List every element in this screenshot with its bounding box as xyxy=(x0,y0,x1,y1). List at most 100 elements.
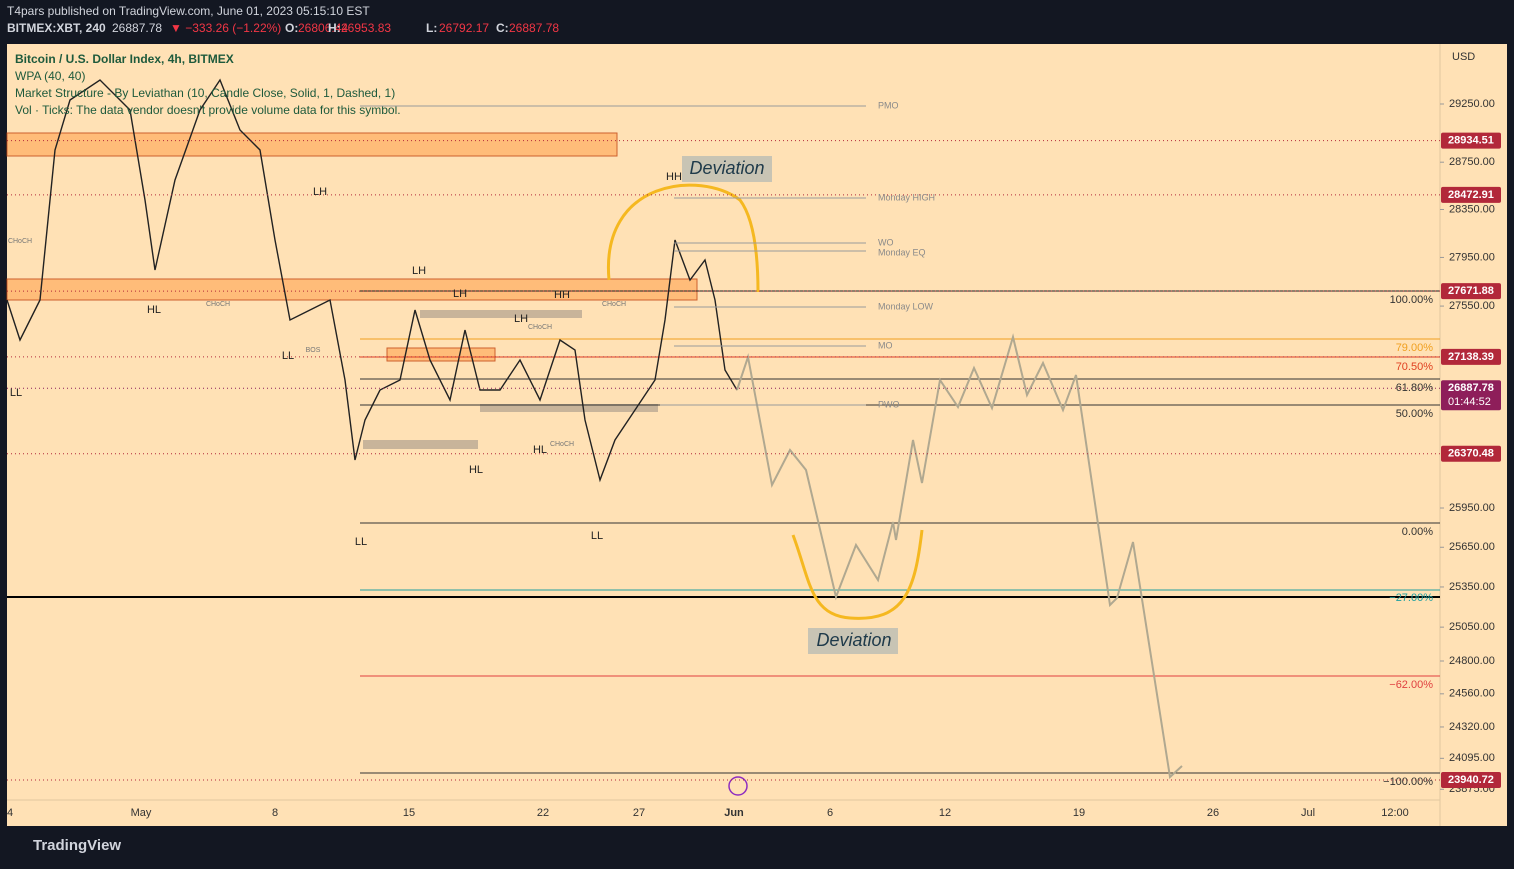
price-tag-label: 27138.39 xyxy=(1448,351,1494,363)
ohlc-value: 26792.17 xyxy=(439,21,489,35)
ohlc-value: 26806.44 xyxy=(298,21,348,35)
price-tag-label: 26887.78 xyxy=(1448,382,1494,394)
price-tag xyxy=(1441,380,1501,411)
date-label: 27 xyxy=(633,807,645,819)
brand: TradingView xyxy=(33,837,121,854)
legend-line: Vol · Ticks: The data vendor doesn't pro… xyxy=(15,103,401,117)
annotation-box xyxy=(808,628,898,654)
level-label: Monday EQ xyxy=(878,247,926,257)
structure-label: HL xyxy=(469,464,483,476)
level-label: PMO xyxy=(878,100,899,110)
price-tick-label: 24560.00 xyxy=(1449,688,1495,700)
structure-label: LH xyxy=(453,288,467,300)
fib-label: 61.80% xyxy=(1396,382,1434,394)
zone xyxy=(480,404,658,412)
zone xyxy=(6,132,618,157)
ohlc-label: C: xyxy=(496,21,509,35)
price-tag xyxy=(1441,186,1501,203)
zone xyxy=(363,440,478,449)
structure-label: HH xyxy=(554,289,570,301)
arc xyxy=(607,183,760,293)
price-tag xyxy=(1441,348,1501,365)
price-tag-label: 26370.48 xyxy=(1448,448,1494,460)
fib-label: 0.00% xyxy=(1402,526,1433,538)
structure-label: LL xyxy=(282,350,294,362)
price-tag-label: 28934.51 xyxy=(1448,135,1494,147)
fib-label: −100.00% xyxy=(1383,776,1433,788)
symbol: BITMEX:XBT, 240 xyxy=(7,21,106,35)
structure-label: BOS xyxy=(306,347,321,354)
structure-label: LH xyxy=(412,265,426,277)
event-icon[interactable] xyxy=(728,776,748,796)
structure-label: HL xyxy=(533,444,547,456)
price-tick-label: 27550.00 xyxy=(1449,300,1495,312)
date-label: 6 xyxy=(827,807,833,819)
structure-label: LL xyxy=(10,387,22,399)
price-tick-label: 25650.00 xyxy=(1449,541,1495,553)
structure-label: CHoCH xyxy=(602,301,626,308)
price-tick-label: 24095.00 xyxy=(1449,752,1495,764)
price-tick-label: 28350.00 xyxy=(1449,203,1495,215)
date-label: May xyxy=(131,807,152,819)
price-tag xyxy=(1441,132,1501,149)
last-price: 26887.78 xyxy=(112,21,162,35)
level-label: Monday LOW xyxy=(878,301,934,311)
price-tag xyxy=(1441,772,1501,789)
price-tick-label: 25050.00 xyxy=(1449,621,1495,633)
structure-label: CHoCH xyxy=(8,238,32,245)
fib-label: 79.00% xyxy=(1396,342,1434,354)
structure-label: HH xyxy=(666,171,682,183)
fib-label: −27.00% xyxy=(1389,592,1433,604)
structure-label: LH xyxy=(313,186,327,198)
zone xyxy=(386,347,496,362)
price-tick-label: 25350.00 xyxy=(1449,581,1495,593)
arc xyxy=(791,529,924,620)
legend-line: Bitcoin / U.S. Dollar Index, 4h, BITMEX xyxy=(15,52,234,66)
countdown: 01:44:52 xyxy=(1448,396,1491,408)
ohlc-value: 26887.78 xyxy=(509,21,559,35)
annotation: Deviation xyxy=(689,158,764,178)
date-label: 26 xyxy=(1207,807,1219,819)
legend-line: Market Structure - By Leviathan (10, Can… xyxy=(15,86,395,100)
fib-label: 70.50% xyxy=(1396,361,1434,373)
date-label: 12 xyxy=(939,807,951,819)
date-label: 22 xyxy=(537,807,549,819)
level-label: PWO xyxy=(878,399,900,409)
price-tag-label: 27671.88 xyxy=(1448,285,1494,297)
price-path xyxy=(6,78,738,483)
annotation: Deviation xyxy=(816,630,891,650)
annotation-box xyxy=(682,156,772,182)
date-label: 15 xyxy=(403,807,415,819)
currency: USD xyxy=(1452,51,1475,63)
structure-label: HL xyxy=(147,304,161,316)
change: ▼ −333.26 (−1.22%) xyxy=(170,21,281,35)
zone xyxy=(6,278,698,301)
level-label: MO xyxy=(878,340,893,350)
price-tick-label: 24800.00 xyxy=(1449,655,1495,667)
date-label: 8 xyxy=(272,807,278,819)
price-tick-label: 24320.00 xyxy=(1449,721,1495,733)
date-label: 19 xyxy=(1073,807,1085,819)
structure-label: LL xyxy=(591,530,603,542)
ohlc-label: O: xyxy=(285,21,298,35)
date-label: 12:00 xyxy=(1381,807,1409,819)
level-label: Monday HIGH xyxy=(878,192,935,202)
projection xyxy=(736,333,1183,779)
structure-label: LH xyxy=(514,313,528,325)
level-label: WO xyxy=(878,237,894,247)
price-tick-label: 29250.00 xyxy=(1449,98,1495,110)
ohlc-label: L: xyxy=(426,21,437,35)
fib-label: 50.00% xyxy=(1396,408,1434,420)
date-label: Jul xyxy=(1301,807,1315,819)
fib-label: 100.00% xyxy=(1390,294,1434,306)
legend-line: WPA (40, 40) xyxy=(15,69,85,83)
price-tick-label: 27950.00 xyxy=(1449,251,1495,263)
price-tick-label: 25950.00 xyxy=(1449,502,1495,514)
ohlc-label: H: xyxy=(328,21,341,35)
ohlc-value: 26953.83 xyxy=(341,21,391,35)
structure-label: LL xyxy=(355,536,367,548)
date-label: Jun xyxy=(724,807,744,819)
structure-label: CHoCH xyxy=(528,324,552,331)
date-label: 4 xyxy=(7,807,13,819)
